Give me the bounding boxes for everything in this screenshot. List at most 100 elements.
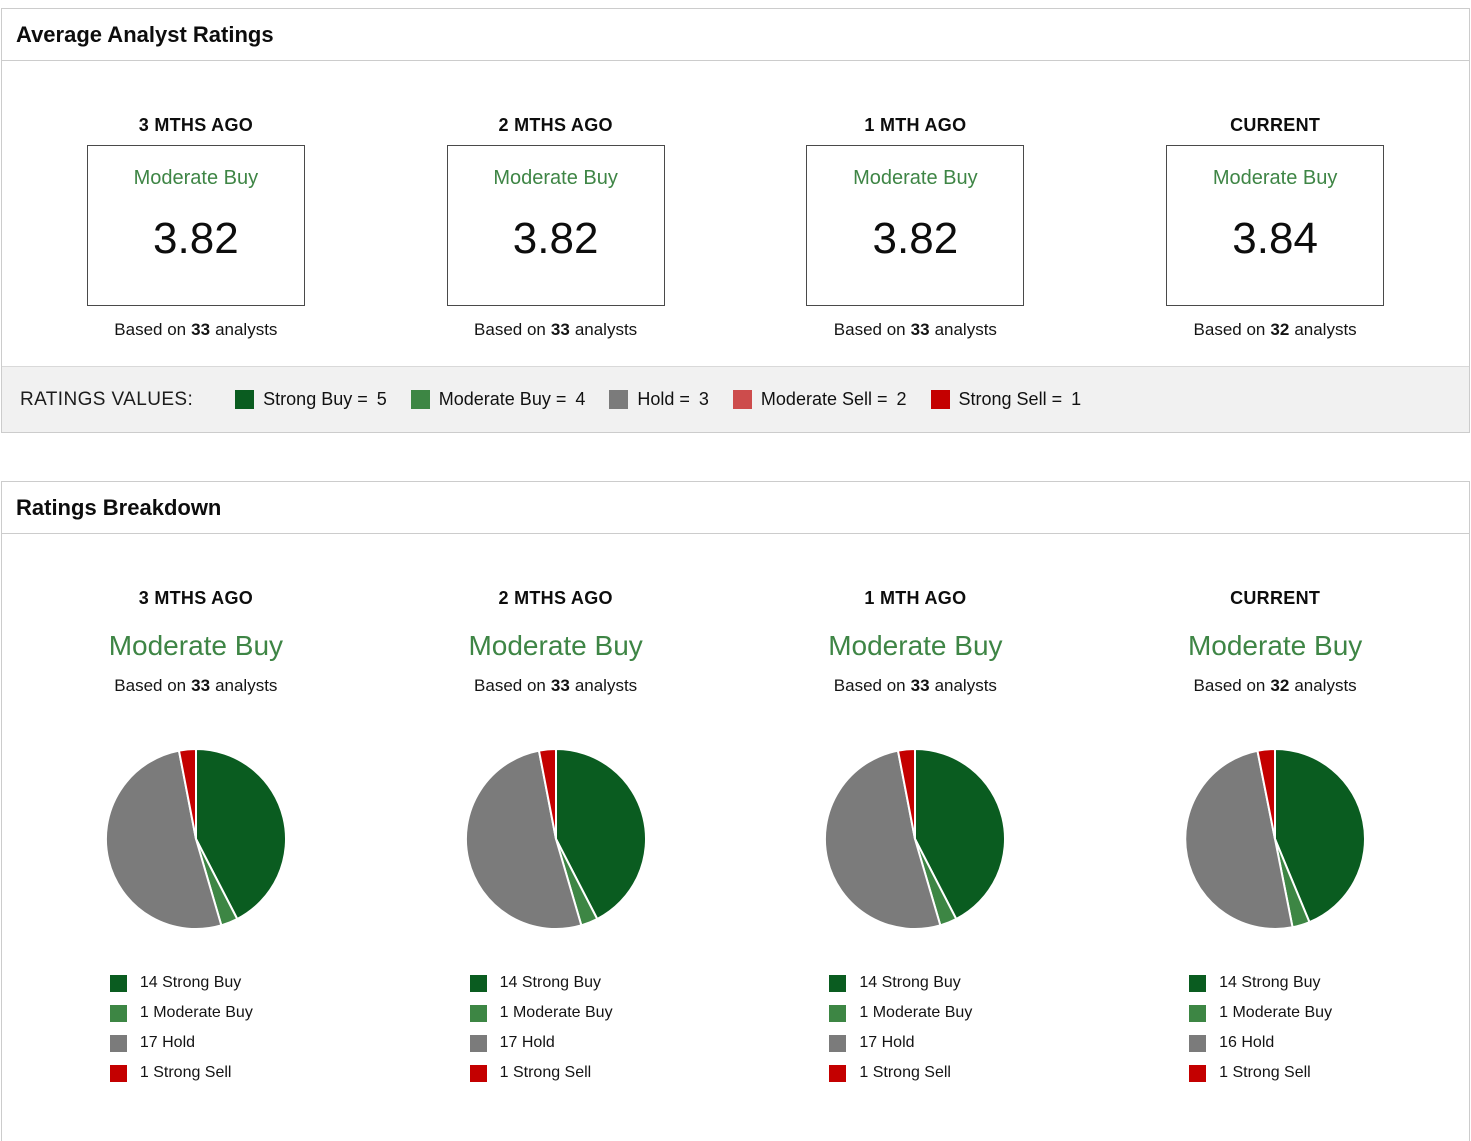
legend-text: 1 Moderate Buy: [499, 1004, 613, 1021]
analysts-text: analysts: [215, 676, 278, 695]
legend-text: 14 Strong Buy: [1219, 974, 1321, 991]
hold-swatch-icon: [829, 1034, 847, 1052]
legend-row-moderate-buy: 1 Moderate Buy: [469, 1004, 642, 1022]
period-label: CURRENT: [1230, 115, 1321, 135]
legend-text: 16 Hold: [1219, 1034, 1275, 1051]
analyst-count-line: Based on 32 analysts: [1095, 320, 1455, 340]
rating-score: 3.82: [512, 214, 599, 263]
rating-label: Moderate Buy: [133, 167, 259, 189]
legend-item-moderate-sell: Moderate Sell = 2: [732, 389, 907, 410]
pie-slice-strong-sell: [1256, 748, 1277, 840]
moderate-buy-swatch-icon: [1189, 1004, 1207, 1022]
analysts-text: analysts: [574, 320, 638, 339]
pie-slice-strong-buy: [1274, 748, 1367, 924]
strong-buy-swatch-icon: [235, 390, 255, 409]
rating-column-current: CURRENT Moderate Buy 3.84 Based on 32 an…: [1095, 115, 1455, 340]
pie-slice-strong-buy: [554, 748, 647, 920]
moderate-buy-swatch-icon: [410, 390, 430, 409]
legend-item-strong-buy: Strong Buy = 5: [235, 389, 387, 410]
legend-text: 17 Hold: [139, 1034, 196, 1051]
legend-row-hold: 17 Hold: [469, 1034, 642, 1052]
rating-score: 3.82: [872, 214, 959, 263]
analysts-text: analysts: [934, 320, 997, 339]
pie-legend: 14 Strong Buy 1 Moderate Buy 16 Hold 1 S…: [1189, 974, 1361, 1082]
strong-sell-swatch-icon: [109, 1064, 127, 1082]
rating-score-box: Moderate Buy 3.82: [86, 145, 305, 306]
analysts-text: analysts: [215, 320, 278, 339]
legend-item-hold: Hold = 3: [609, 389, 709, 410]
rating-label: Moderate Buy: [468, 630, 643, 661]
legend-text: 1 Strong Sell: [1219, 1064, 1311, 1081]
legend-text: 17 Hold: [499, 1034, 555, 1051]
legend-value: 1: [1071, 389, 1082, 409]
analysts-text: analysts: [1294, 676, 1357, 695]
legend-value: 5: [376, 389, 387, 409]
ratings-pie-chart: [104, 748, 287, 930]
breakdown-column-2mths: 2 MTHS AGO Moderate Buy Based on 33 anal…: [376, 588, 736, 1094]
legend-row-hold: 17 Hold: [829, 1034, 1001, 1052]
rating-column-2mths: 2 MTHS AGO Moderate Buy 3.82 Based on 33…: [376, 115, 736, 340]
pie-slice-strong-sell: [177, 748, 197, 840]
legend-label: Hold =: [637, 389, 690, 409]
based-on-text: Based on: [833, 676, 906, 695]
based-on-text: Based on: [114, 320, 187, 339]
strong-buy-swatch-icon: [1189, 974, 1207, 992]
strong-buy-swatch-icon: [469, 974, 487, 992]
strong-sell-swatch-icon: [829, 1064, 847, 1082]
rating-score-box: Moderate Buy 3.82: [446, 145, 665, 306]
rating-score-box: Moderate Buy 3.82: [806, 145, 1025, 306]
ratings-values-legend: RATINGS VALUES: Strong Buy = 5 Moderate …: [2, 366, 1469, 432]
ratings-pie-chart: [1184, 748, 1367, 930]
legend-value: 2: [896, 389, 907, 409]
rating-column-1mth: 1 MTH AGO Moderate Buy 3.82 Based on 33 …: [736, 115, 1096, 340]
analyst-count: 33: [550, 676, 570, 695]
legend-row-strong-buy: 14 Strong Buy: [1189, 974, 1361, 992]
rating-score: 3.84: [1232, 214, 1318, 263]
analyst-count-line: Based on 33 analysts: [376, 320, 736, 340]
hold-swatch-icon: [609, 390, 629, 409]
rating-score: 3.82: [153, 214, 239, 263]
legend-row-hold: 16 Hold: [1189, 1034, 1361, 1052]
rating-column-3mths: 3 MTHS AGO Moderate Buy 3.82 Based on 33…: [16, 115, 376, 340]
moderate-buy-swatch-icon: [109, 1004, 127, 1022]
analyst-count-line: Based on 33 analysts: [736, 320, 1096, 340]
pie-slice-hold: [824, 749, 942, 930]
pie-slice-hold: [464, 749, 582, 930]
rating-score-box: Moderate Buy 3.84: [1166, 145, 1385, 306]
rating-label: Moderate Buy: [1212, 167, 1338, 189]
legend-row-hold: 17 Hold: [109, 1034, 282, 1052]
hold-swatch-icon: [469, 1034, 487, 1052]
pie-slice-strong-sell: [537, 748, 557, 840]
analyst-count: 33: [910, 320, 930, 339]
based-on-text: Based on: [474, 320, 546, 339]
moderate-sell-swatch-icon: [732, 390, 752, 409]
legend-item-moderate-buy: Moderate Buy = 4: [410, 389, 585, 410]
hold-swatch-icon: [109, 1034, 127, 1052]
analyst-count: 32: [1270, 320, 1290, 339]
pie-slice-strong-buy: [194, 748, 287, 920]
legend-text: 1 Strong Sell: [499, 1064, 592, 1081]
legend-row-moderate-buy: 1 Moderate Buy: [109, 1004, 282, 1022]
ratings-pie-chart: [464, 748, 647, 930]
rating-label: Moderate Buy: [853, 167, 978, 189]
strong-buy-swatch-icon: [109, 974, 127, 992]
analyst-count-line: Based on 32 analysts: [1095, 676, 1455, 696]
pie-chart-wrap: [736, 744, 1096, 934]
ratings-breakdown-panel: Ratings Breakdown 3 MTHS AGO Moderate Bu…: [1, 481, 1470, 1141]
strong-sell-swatch-icon: [1189, 1064, 1207, 1082]
ratings-values-label: RATINGS VALUES:: [20, 388, 194, 410]
average-ratings-columns: 3 MTHS AGO Moderate Buy 3.82 Based on 33…: [2, 61, 1469, 340]
analyst-count: 33: [191, 320, 211, 339]
panel-title: Average Analyst Ratings: [2, 9, 1469, 61]
period-label: 3 MTHS AGO: [138, 588, 254, 608]
legend-text: 14 Strong Buy: [139, 974, 242, 991]
period-label: 1 MTH AGO: [864, 588, 967, 608]
rating-label: Moderate Buy: [493, 167, 618, 189]
based-on-text: Based on: [474, 676, 546, 695]
period-label: 1 MTH AGO: [864, 115, 967, 135]
strong-sell-swatch-icon: [930, 390, 950, 409]
pie-chart-wrap: [16, 744, 376, 934]
analyst-count: 33: [191, 676, 211, 695]
analysts-text: analysts: [934, 676, 997, 695]
pie-slice-strong-sell: [897, 748, 917, 840]
